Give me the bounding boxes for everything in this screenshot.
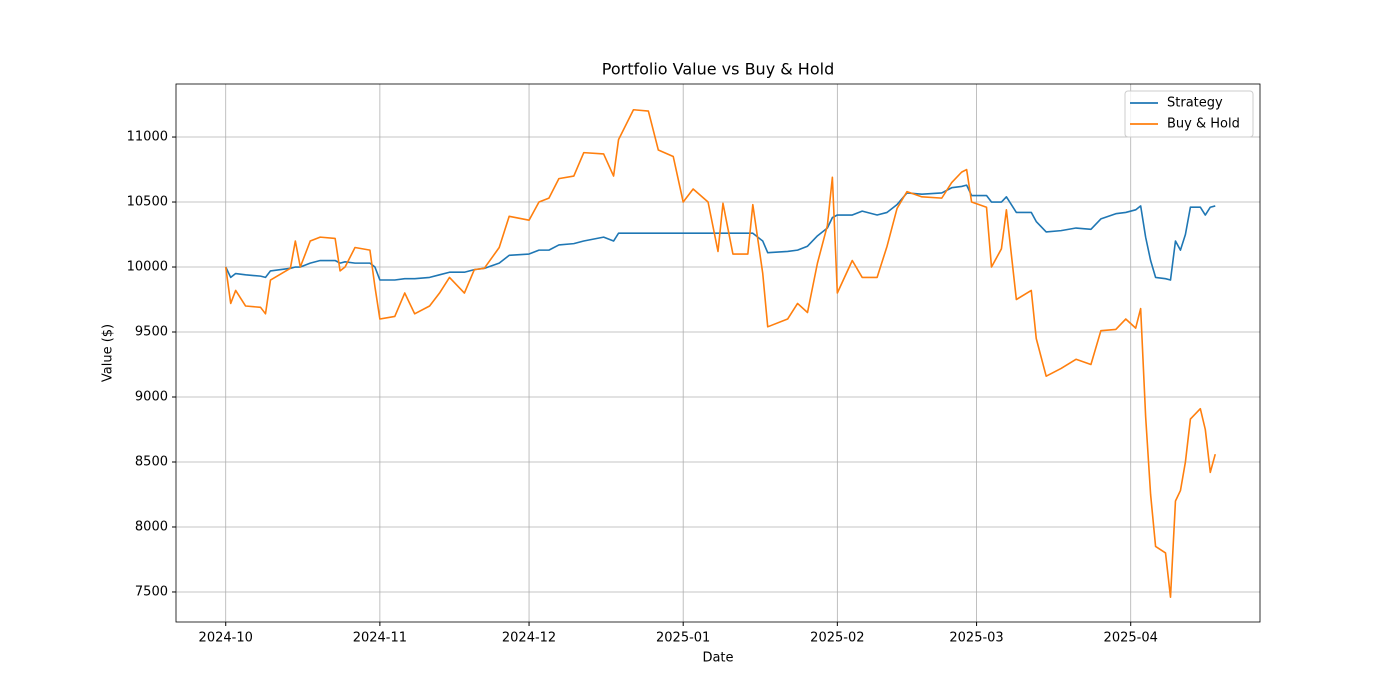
y-tick-label: 11000 [127,130,168,145]
y-tick-label: 8500 [135,454,168,469]
y-tick-label: 9500 [135,325,168,340]
y-tick-label: 9000 [135,389,168,404]
x-tick-label: 2025-04 [1104,631,1158,646]
series-line [224,184,1216,281]
x-tick-label: 2024-12 [502,631,556,646]
legend-label: Buy & Hold [1167,117,1240,132]
x-tick-label: 2024-10 [199,631,253,646]
legend-label: Strategy [1167,96,1223,111]
x-tick-label: 2024-11 [353,631,407,646]
y-tick-label: 7500 [135,584,168,599]
y-tick-label: 8000 [135,519,168,534]
y-tick-label: 10000 [127,260,168,275]
x-tick-label: 2025-03 [949,631,1003,646]
x-axis-label: Date [702,651,733,666]
y-tick-label: 10500 [127,195,168,210]
y-axis-label: Value ($) [101,324,116,382]
series-line [224,108,1217,598]
x-tick-label: 2025-02 [810,631,864,646]
x-tick-label: 2025-01 [656,631,710,646]
plot-frame [175,83,1261,623]
chart-title: Portfolio Value vs Buy & Hold [602,60,834,79]
